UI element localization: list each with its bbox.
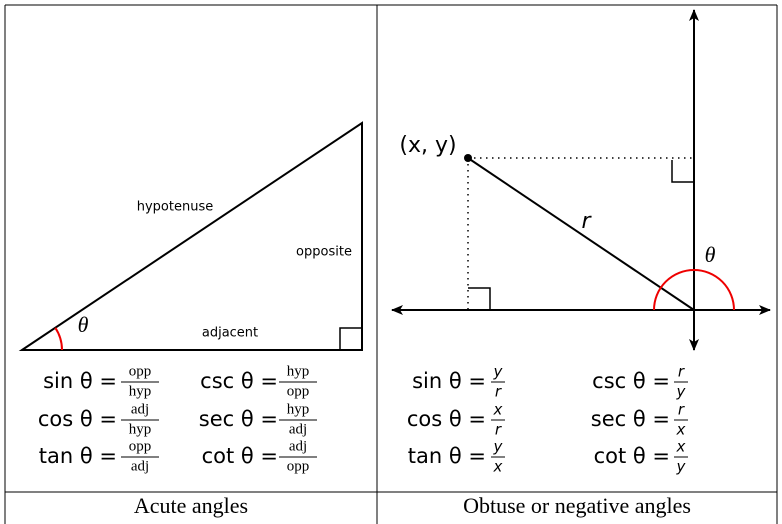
numerator: hyp [287,363,310,379]
formula-lhs: csc θ = [592,369,670,393]
formula-lhs: cot θ = [594,444,670,468]
angle-label: θ [78,312,89,337]
formula-lhs: sin θ = [43,369,117,393]
table-grid [4,4,778,524]
right-triangle [18,121,363,351]
numerator: hyp [287,401,310,417]
denominator: adj [131,458,149,474]
point-label: (x, y) [399,133,456,158]
denominator: opp [287,383,310,399]
denominator: hyp [129,421,152,437]
denominator: opp [287,458,310,474]
numerator: adj [289,438,307,454]
numerator: y [493,438,504,456]
label: hypotenuse [137,200,213,215]
formula-lhs: sec θ = [591,407,670,431]
formula-lhs: tan θ = [408,444,486,468]
caption: Obtuse or negative angles [463,493,691,518]
denominator: r [495,421,502,439]
formula-lhs: sec θ = [199,407,278,431]
numerator: x [676,438,686,456]
caption: Acute angles [134,493,248,518]
denominator: y [676,383,687,401]
denominator: r [495,383,502,401]
label: opposite [296,245,352,260]
denominator: x [676,421,686,439]
formula-lhs: cot θ = [202,444,278,468]
numerator: opp [129,363,152,379]
numerator: opp [129,438,152,454]
numerator: r [678,401,685,419]
denominator: hyp [129,383,152,399]
angle-label: θ [705,242,716,267]
formula-lhs: tan θ = [39,444,117,468]
label: adjacent [202,326,258,341]
numerator: y [493,363,504,381]
radius-label: r [581,209,592,234]
denominator: adj [289,421,307,437]
denominator: x [493,458,503,476]
denominator: y [676,458,687,476]
coordinate-diagram [391,9,771,351]
formula-lhs: csc θ = [200,369,278,393]
formula-lhs: cos θ = [407,407,486,431]
numerator: adj [131,401,149,417]
formula-lhs: cos θ = [38,407,117,431]
numerator: x [493,401,503,419]
formula-lhs: sin θ = [412,369,486,393]
numerator: r [678,363,685,381]
